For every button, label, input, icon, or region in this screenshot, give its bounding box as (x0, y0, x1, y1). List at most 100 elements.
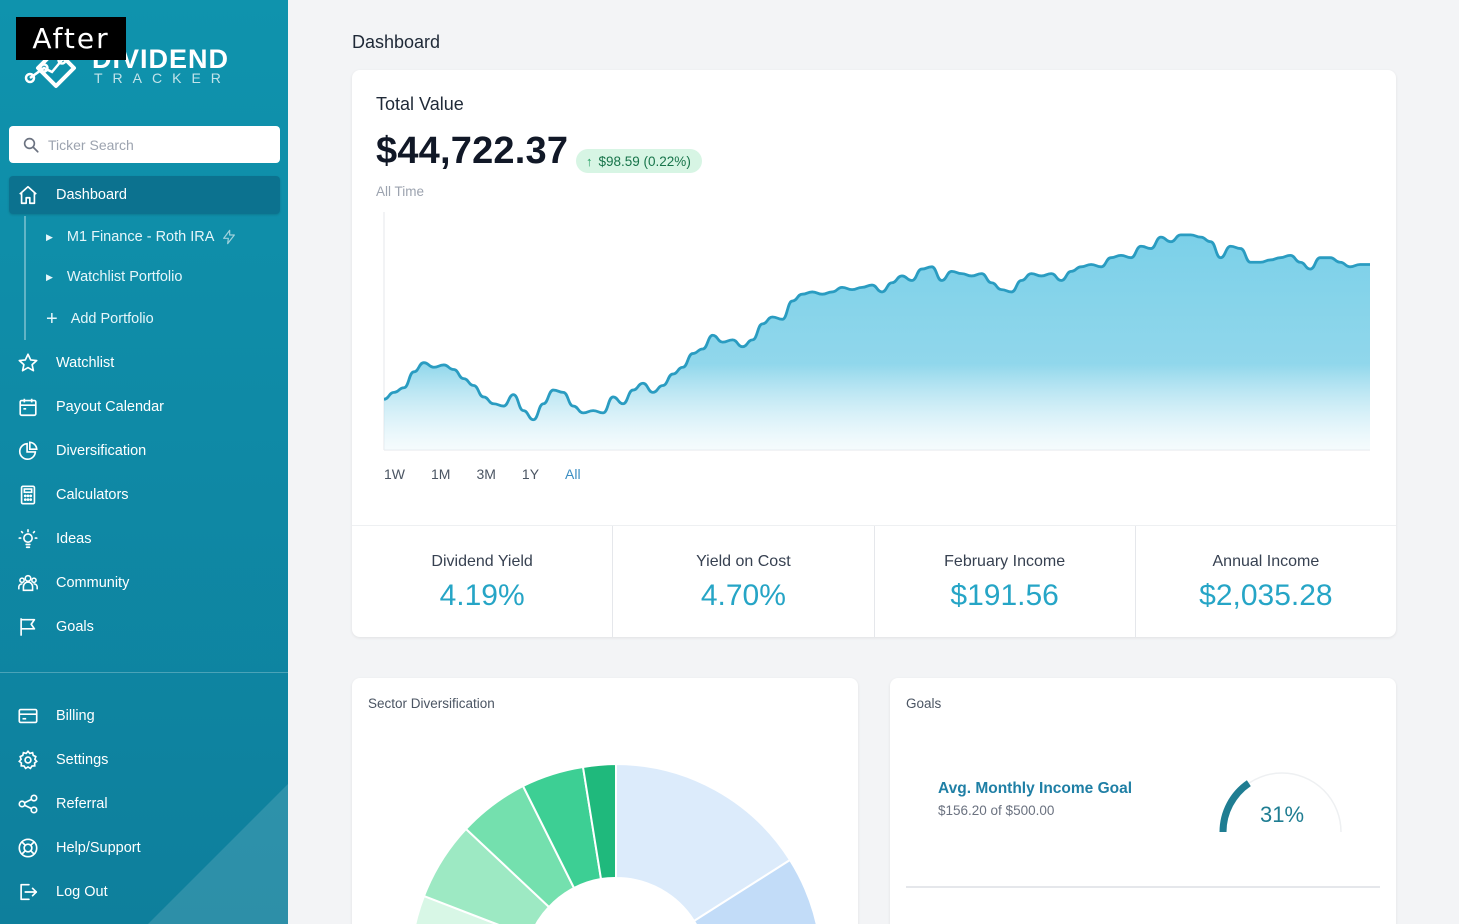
nav-label: Calculators (56, 487, 129, 503)
stat-dividend-yield: Dividend Yield 4.19% (352, 526, 614, 637)
goals-card-title: Goals (906, 696, 942, 711)
nav-label: Payout Calendar (56, 399, 165, 415)
calendar-icon (17, 396, 39, 418)
add-portfolio-button[interactable]: + Add Portfolio (46, 304, 154, 334)
nav-settings[interactable]: Settings (9, 741, 280, 779)
stat-value: $191.56 (950, 579, 1059, 612)
stat-value: 4.70% (700, 579, 786, 612)
portfolio-label: Watchlist Portfolio (66, 269, 183, 285)
total-value-label: Total Value (376, 94, 464, 114)
nav-label: Diversification (56, 443, 147, 459)
nav-label: Help/Support (56, 840, 141, 856)
sector-slice[interactable] (521, 765, 603, 890)
expand-triangle-icon[interactable]: ▶ (46, 271, 53, 282)
goal-name[interactable]: Avg. Monthly Income Goal (938, 780, 1133, 797)
stat-annual-income: Annual Income $2,035.28 (1136, 526, 1396, 637)
goals-card: Goals Avg. Monthly Income Goal $156.20 o… (890, 678, 1396, 924)
nav-calculators[interactable]: Calculators (9, 476, 280, 514)
goal-progress-text: $156.20 of $500.00 (938, 803, 1055, 818)
range-1m[interactable]: 1M (431, 466, 451, 482)
stat-value: 4.19% (439, 579, 525, 612)
chart-area-fill (384, 234, 1370, 450)
ticker-search[interactable] (9, 126, 280, 163)
period-label: All Time (376, 184, 425, 199)
portfolio-label: M1 Finance - Roth IRA (66, 229, 215, 245)
search-input[interactable] (48, 136, 268, 153)
sector-diversification-card: Sector Diversification (352, 678, 858, 924)
sector-slice[interactable] (615, 762, 792, 923)
goal-divider (906, 886, 1380, 888)
sidebar-divider (0, 672, 288, 673)
sector-slice[interactable] (581, 762, 617, 881)
nav-dashboard[interactable]: Dashboard (9, 176, 280, 214)
chart-series-line (383, 233, 1370, 422)
stat-label: Annual Income (1212, 553, 1320, 570)
sidebar: DIVIDEND TRACKER Dashboard ▶ M1 Finance … (0, 0, 288, 924)
goal-progress-gauge (1219, 772, 1342, 833)
total-value-amount: $44,722.37 (376, 130, 569, 172)
nav-label: Settings (56, 752, 109, 768)
brand-logo[interactable]: DIVIDEND TRACKER (22, 40, 232, 92)
add-portfolio-label: Add Portfolio (70, 311, 154, 327)
pie-chart-icon (17, 440, 39, 462)
stat-label: February Income (944, 553, 1066, 570)
nav-dashboard-label: Dashboard (56, 187, 127, 203)
time-range-selector: 1W 1M 3M 1Y All (384, 466, 607, 482)
nav-label: Goals (56, 619, 94, 635)
expand-triangle-icon[interactable]: ▶ (46, 231, 53, 242)
range-1w[interactable]: 1W (384, 466, 405, 482)
portfolio-m1-roth-ira[interactable]: ▶ M1 Finance - Roth IRA (46, 222, 237, 252)
range-1y[interactable]: 1Y (521, 466, 540, 482)
nav-billing[interactable]: Billing (9, 697, 280, 735)
nav-label: Referral (56, 796, 108, 812)
portfolio-value-chart[interactable] (382, 208, 1372, 453)
stat-label: Dividend Yield (431, 553, 533, 570)
community-icon (17, 572, 39, 594)
nav-watchlist[interactable]: Watchlist (9, 344, 280, 382)
sidebar-corner-decoration (148, 784, 288, 924)
brand-subname: TRACKER (94, 70, 231, 86)
stat-value: $2,035.28 (1199, 579, 1333, 612)
flag-icon (17, 616, 39, 638)
nav-diversification[interactable]: Diversification (9, 432, 280, 470)
nav-label: Community (56, 575, 130, 591)
after-overlay-label: After (16, 17, 126, 60)
nav-label: Ideas (56, 531, 92, 547)
nav-community[interactable]: Community (9, 564, 280, 602)
page-title: Dashboard (352, 32, 441, 52)
portfolio-watchlist[interactable]: ▶ Watchlist Portfolio (46, 262, 182, 292)
portfolio-tree-line (24, 216, 26, 340)
stat-yield-on-cost: Yield on Cost 4.70% (613, 526, 875, 637)
nav-goals[interactable]: Goals (9, 608, 280, 646)
goal-percent: 31% (1259, 802, 1305, 827)
total-value-card: Total Value $44,722.37 ↑ $98.59 (0.22%) … (352, 70, 1396, 637)
nav-ideas[interactable]: Ideas (9, 520, 280, 558)
bolt-icon (223, 229, 236, 245)
plus-icon: + (46, 308, 58, 330)
share-icon (17, 793, 39, 815)
gear-icon (17, 749, 39, 771)
range-3m[interactable]: 3M (476, 466, 496, 482)
home-icon (17, 184, 39, 206)
nav-label: Billing (56, 708, 95, 724)
nav-label: Watchlist (56, 355, 115, 371)
credit-card-icon (17, 705, 39, 727)
nav-payout-calendar[interactable]: Payout Calendar (9, 388, 280, 426)
sector-slice[interactable] (422, 827, 551, 924)
nav-help-support[interactable]: Help/Support (9, 829, 280, 867)
nav-label: Log Out (56, 884, 108, 900)
sector-slice[interactable] (692, 858, 822, 924)
value-change-text: $98.59 (0.22%) (598, 153, 691, 169)
sector-slice[interactable] (464, 784, 576, 909)
nav-referral[interactable]: Referral (9, 785, 280, 823)
logout-icon (17, 881, 39, 903)
lightbulb-icon (17, 528, 39, 550)
sector-card-title: Sector Diversification (368, 696, 495, 711)
sector-donut-chart[interactable] (352, 738, 858, 924)
stats-row: Dividend Yield 4.19% Yield on Cost 4.70%… (352, 525, 1396, 637)
stat-february-income: February Income $191.56 (875, 526, 1136, 637)
arrow-up-icon: ↑ (586, 153, 593, 169)
nav-log-out[interactable]: Log Out (9, 873, 280, 911)
value-change-badge: ↑ $98.59 (0.22%) (576, 149, 702, 173)
range-all[interactable]: All (565, 466, 581, 482)
